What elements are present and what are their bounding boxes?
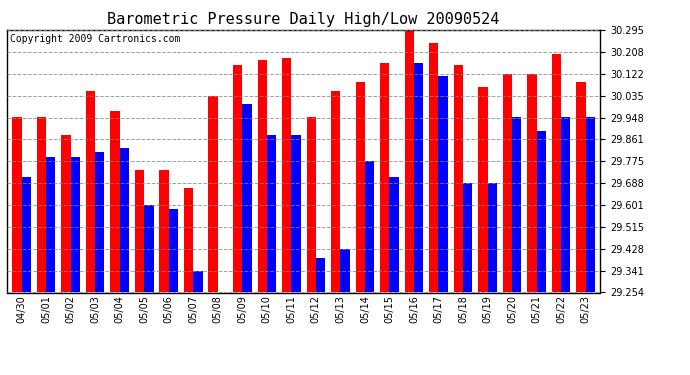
Bar: [159, 170, 169, 292]
Bar: [233, 65, 242, 292]
Bar: [184, 188, 193, 292]
Bar: [70, 157, 80, 292]
Bar: [169, 209, 178, 292]
Bar: [267, 135, 276, 292]
Bar: [503, 74, 512, 292]
Title: Barometric Pressure Daily High/Low 20090524: Barometric Pressure Daily High/Low 20090…: [108, 12, 500, 27]
Bar: [242, 104, 252, 292]
Bar: [429, 43, 438, 292]
Bar: [86, 91, 95, 292]
Bar: [488, 183, 497, 292]
Bar: [119, 148, 129, 292]
Bar: [380, 63, 389, 292]
Bar: [193, 271, 203, 292]
Bar: [257, 60, 267, 292]
Bar: [110, 111, 119, 292]
Bar: [552, 54, 561, 292]
Bar: [404, 30, 414, 292]
Bar: [537, 130, 546, 292]
Bar: [208, 96, 218, 292]
Bar: [331, 91, 340, 292]
Bar: [463, 183, 472, 292]
Bar: [365, 161, 374, 292]
Bar: [389, 177, 399, 292]
Bar: [478, 87, 488, 292]
Bar: [61, 135, 70, 292]
Bar: [135, 170, 144, 292]
Bar: [340, 249, 350, 292]
Bar: [46, 157, 55, 292]
Bar: [453, 65, 463, 292]
Bar: [527, 74, 537, 292]
Text: Copyright 2009 Cartronics.com: Copyright 2009 Cartronics.com: [10, 34, 180, 44]
Bar: [144, 205, 154, 292]
Bar: [586, 117, 595, 292]
Bar: [12, 117, 21, 292]
Bar: [576, 82, 586, 292]
Bar: [282, 58, 291, 292]
Bar: [561, 117, 571, 292]
Bar: [512, 117, 522, 292]
Bar: [21, 177, 31, 292]
Bar: [95, 152, 104, 292]
Bar: [291, 135, 301, 292]
Bar: [355, 82, 365, 292]
Bar: [306, 117, 316, 292]
Bar: [316, 258, 325, 292]
Bar: [438, 76, 448, 292]
Bar: [414, 63, 423, 292]
Bar: [37, 117, 46, 292]
